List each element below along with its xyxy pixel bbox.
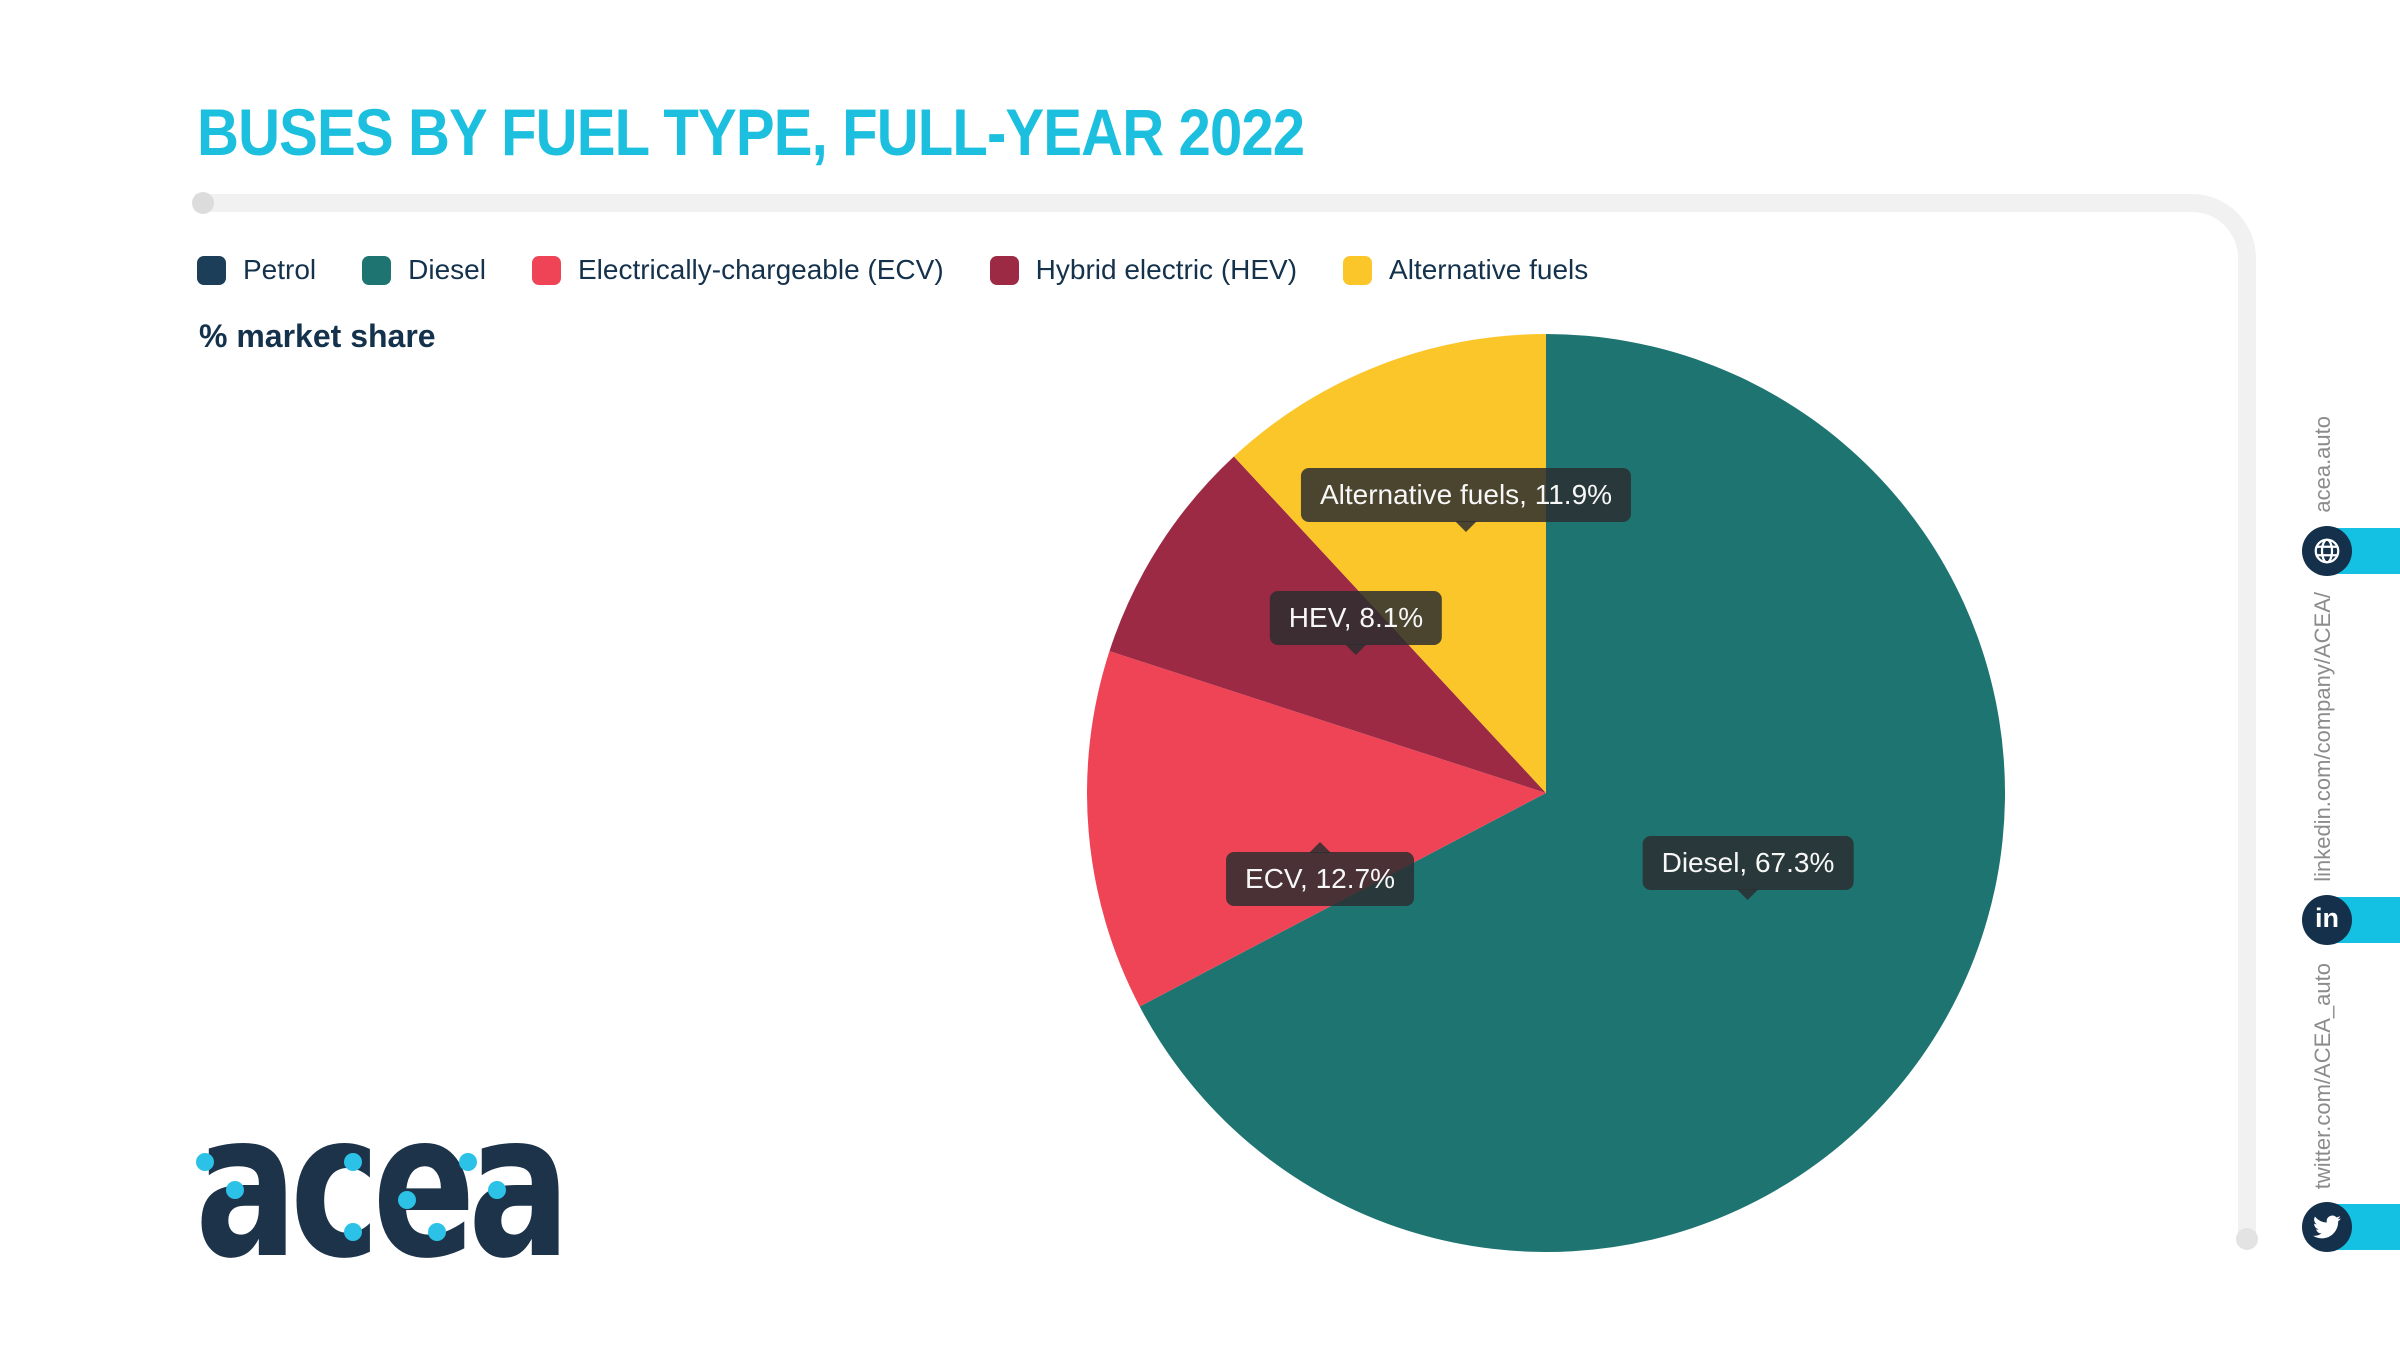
website-url-label: acea.auto — [2310, 416, 2335, 513]
pie-slice-ecv[interactable] — [1087, 651, 1546, 1007]
acea-logo-text: acea — [195, 1070, 571, 1303]
linkedin-url-label: linkedin.com/company/ACEA/ — [2310, 592, 2335, 882]
pie-slice-alt[interactable] — [1233, 334, 1546, 793]
value-unit-label: % market share — [199, 318, 436, 354]
twitter-icon — [2313, 1215, 2341, 1239]
pie-label-alternative-fuels: Alternative fuels, 11.9% — [1300, 468, 1632, 522]
logo-dot — [226, 1181, 244, 1199]
pie-label-hev: HEV, 8.1% — [1269, 591, 1443, 645]
pie-label-ecv: ECV, 12.7% — [1226, 852, 1414, 906]
legend-swatch-diesel — [362, 255, 392, 285]
logo-dot — [344, 1223, 362, 1241]
logo-dot — [344, 1153, 362, 1171]
acea-logo: acea — [195, 1087, 595, 1307]
legend-item-ecv[interactable]: Electrically-chargeable (ECV) — [531, 254, 944, 286]
twitter-link[interactable] — [2302, 1202, 2352, 1252]
legend-label-alternative-fuels: Alternative fuels — [1389, 254, 1589, 285]
twitter-url-label: twitter.com/ACEA_auto — [2310, 962, 2335, 1189]
legend: Petrol Diesel Electrically-chargeable (E… — [197, 254, 1588, 286]
legend-label-petrol: Petrol — [243, 254, 317, 285]
line-end-cap-bottom — [2236, 1228, 2258, 1250]
page-title: BUSES BY FUEL TYPE, FULL-YEAR 2022 — [197, 95, 1305, 169]
frame-line — [195, 194, 2256, 1240]
website-link[interactable] — [2302, 526, 2352, 576]
logo-dot — [196, 1153, 214, 1171]
legend-swatch-petrol — [197, 255, 226, 285]
legend-label-diesel: Diesel — [408, 254, 486, 285]
logo-dot — [459, 1153, 477, 1171]
globe-icon — [2314, 538, 2340, 564]
legend-swatch-alternative-fuels — [1343, 255, 1373, 285]
legend-label-hev: Hybrid electric (HEV) — [1035, 254, 1298, 285]
logo-dot — [398, 1191, 416, 1209]
legend-item-diesel[interactable]: Diesel — [362, 254, 486, 286]
line-end-cap-left — [192, 192, 214, 214]
pie-label-diesel: Diesel, 67.3% — [1642, 836, 1854, 890]
legend-swatch-hev — [989, 255, 1019, 285]
legend-label-ecv: Electrically-chargeable (ECV) — [577, 254, 944, 285]
legend-item-hev[interactable]: Hybrid electric (HEV) — [989, 254, 1298, 286]
pie-slice-diesel[interactable] — [1139, 334, 2005, 1252]
linkedin-link[interactable]: in — [2302, 895, 2352, 945]
legend-item-petrol[interactable]: Petrol — [197, 254, 316, 286]
logo-dot — [488, 1181, 506, 1199]
logo-dot — [428, 1223, 446, 1241]
linkedin-icon: in — [2315, 903, 2339, 933]
legend-swatch-ecv — [531, 255, 561, 285]
legend-item-alternative-fuels[interactable]: Alternative fuels — [1343, 254, 1588, 286]
